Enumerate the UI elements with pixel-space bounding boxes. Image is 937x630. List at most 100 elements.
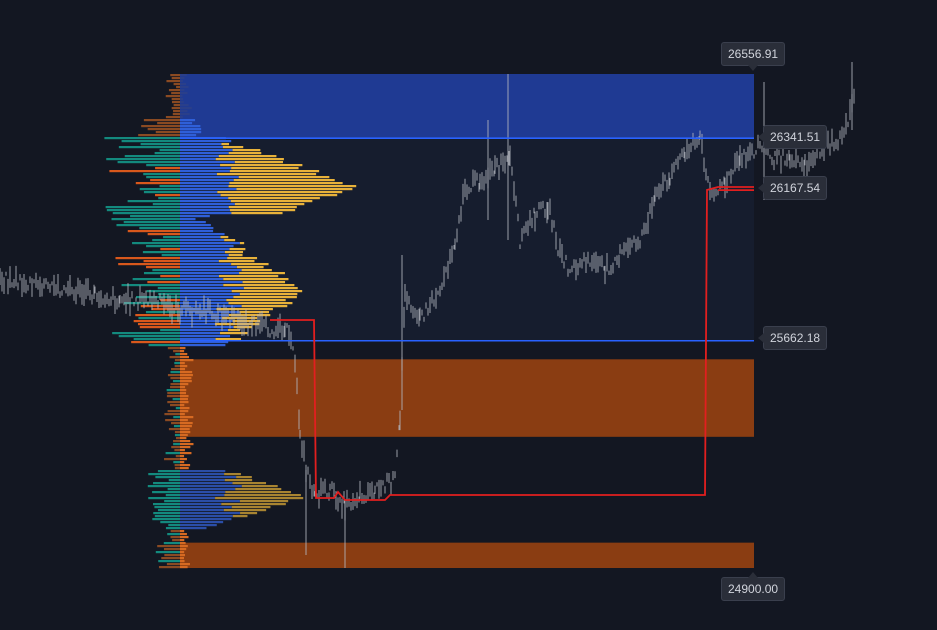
profile-up-bar (180, 299, 227, 302)
profile-down-bar (153, 512, 180, 515)
profile-up-bar (180, 410, 189, 413)
profile-up-bar (180, 284, 224, 287)
profile-up-bar (180, 245, 234, 248)
profile-up-bar (180, 542, 186, 545)
profile-down-bar (143, 119, 180, 122)
profile-down-bar (106, 209, 180, 212)
profile-down-bar (175, 353, 180, 356)
profile-up-bar (180, 500, 240, 503)
profile-down-bar (147, 281, 180, 284)
price-label-lower-level: 25662.18 (757, 326, 828, 350)
upper-zone (180, 74, 754, 139)
profile-up-bar (180, 86, 189, 89)
profile-down-bar (160, 329, 180, 332)
profile-up-bar (180, 215, 210, 218)
profile-up-bar (216, 308, 273, 311)
profile-down-bar (132, 242, 180, 245)
profile-up-bar (220, 236, 229, 239)
profile-down-bar (171, 368, 180, 371)
profile-up-bar (180, 443, 194, 446)
profile-up-bar (180, 449, 185, 452)
profile-down-bar (169, 356, 180, 359)
profile-up-bar (180, 266, 237, 269)
profile-down-bar (165, 116, 180, 119)
profile-down-bar (143, 272, 180, 275)
profile-up-bar (180, 287, 244, 290)
profile-down-bar (146, 164, 180, 167)
profile-down-bar (171, 422, 180, 425)
profile-down-bar (106, 158, 180, 161)
profile-up-bar (241, 305, 288, 308)
profile-down-bar (157, 545, 180, 548)
profile-up-bar (180, 506, 232, 509)
profile-down-bar (135, 314, 180, 317)
profile-up-bar (224, 473, 241, 476)
profile-up-bar (180, 374, 193, 377)
profile-up-bar (180, 209, 230, 212)
vwap-line (270, 186, 754, 501)
profile-up-bar (180, 437, 187, 440)
profile-up-bar (180, 152, 229, 155)
profile-up-bar (180, 161, 235, 164)
profile-down-bar (150, 179, 180, 182)
profile-down-bar (157, 509, 180, 512)
profile-up-bar (180, 509, 224, 512)
profile-up-bar (232, 482, 267, 485)
profile-down-bar (148, 473, 180, 476)
profile-down-bar (154, 152, 180, 155)
profile-down-bar (117, 161, 180, 164)
profile-up-bar (180, 401, 189, 404)
profile-down-bar (160, 248, 180, 251)
profile-down-bar (164, 413, 180, 416)
profile-down-bar (170, 530, 180, 533)
profile-up-bar (228, 197, 320, 200)
profile-up-bar (180, 281, 243, 284)
profile-up-bar (180, 356, 189, 359)
profile-up-bar (180, 350, 185, 353)
profile-up-bar (180, 125, 201, 128)
profile-down-bar (116, 224, 180, 227)
profile-down-bar (146, 245, 180, 248)
profile-down-bar (173, 440, 180, 443)
profile-down-bar (164, 458, 180, 461)
profile-down-bar (148, 497, 180, 500)
profile-down-bar (147, 128, 180, 131)
profile-down-bar (172, 398, 180, 401)
profile-down-bar (112, 212, 180, 215)
profile-down-bar (153, 482, 180, 485)
profile-down-bar (155, 167, 180, 170)
profile-down-bar (167, 401, 180, 404)
profile-up-bar (180, 185, 229, 188)
profile-down-bar (167, 347, 180, 350)
profile-up-bar (234, 161, 283, 164)
profile-down-bar (174, 449, 180, 452)
profile-down-bar (138, 317, 180, 320)
profile-down-bar (124, 155, 180, 158)
profile-up-bar (180, 347, 186, 350)
profile-down-bar (155, 131, 180, 134)
profile-down-bar (165, 527, 180, 530)
profile-up-bar (180, 527, 207, 530)
profile-up-bar (224, 494, 301, 497)
profile-up-bar (220, 164, 303, 167)
profile-up-bar (239, 272, 285, 275)
price-label-upper-level: 26341.51 (757, 125, 828, 149)
profile-up-bar (243, 287, 298, 290)
profile-up-bar (180, 398, 188, 401)
profile-up-bar (228, 185, 357, 188)
profile-down-bar (174, 359, 180, 362)
profile-up-bar (180, 80, 183, 83)
profile-up-bar (233, 296, 297, 299)
profile-down-bar (165, 452, 180, 455)
profile-up-bar (221, 143, 230, 146)
profile-down-bar (171, 77, 180, 80)
price-label-vwap: 26167.54 (757, 176, 828, 200)
profile-up-bar (180, 89, 185, 92)
profile-up-bar (238, 176, 330, 179)
profile-up-bar (180, 554, 185, 557)
profile-up-bar (180, 176, 239, 179)
profile-down-bar (173, 83, 180, 86)
profile-down-bar (170, 383, 180, 386)
price-series (0, 62, 855, 568)
